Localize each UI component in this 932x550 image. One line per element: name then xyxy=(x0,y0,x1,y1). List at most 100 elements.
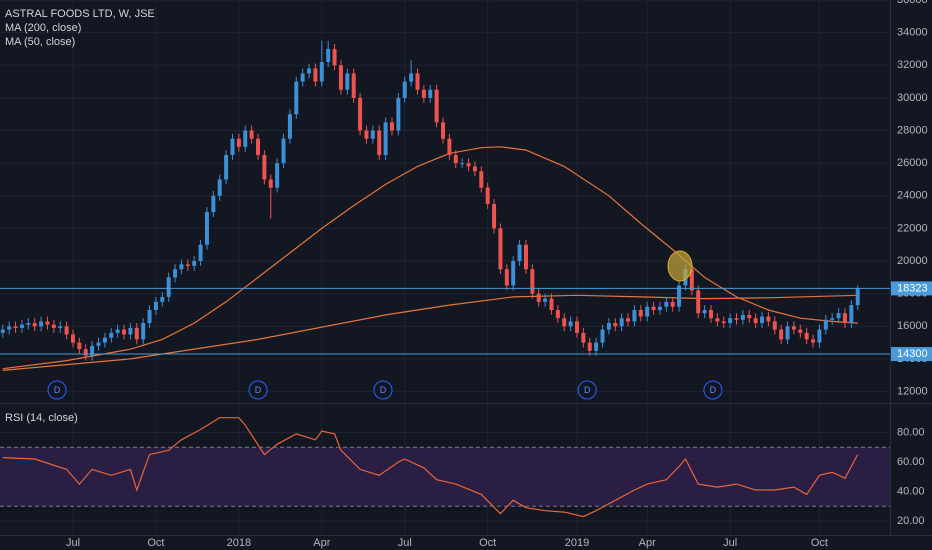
candle-body xyxy=(645,306,650,317)
candle-body xyxy=(224,155,229,180)
candle-body xyxy=(651,306,656,310)
candle-body xyxy=(842,313,847,324)
candle-body xyxy=(122,329,127,335)
y-tick-label: 12000 xyxy=(897,385,928,397)
legend-entry: MA (200, close) xyxy=(5,22,81,34)
candle-body xyxy=(281,138,286,164)
candle-body xyxy=(83,349,88,356)
candle-body xyxy=(32,323,37,327)
candle-body xyxy=(715,318,720,322)
candle-body xyxy=(51,324,56,328)
candle-body xyxy=(204,212,209,245)
dividend-marker xyxy=(47,380,67,400)
candle-body xyxy=(836,313,841,319)
candle-body xyxy=(472,166,477,172)
candle-body xyxy=(230,138,235,155)
candle-body xyxy=(332,48,337,66)
candle-body xyxy=(747,314,752,319)
candle-body xyxy=(428,89,433,98)
candle-body xyxy=(115,329,120,333)
candle-body xyxy=(708,310,713,319)
candle-body xyxy=(504,269,509,286)
candle-body xyxy=(441,122,446,139)
moving-average-line xyxy=(2,294,858,371)
candle-body xyxy=(45,321,50,325)
candle-body xyxy=(275,163,280,188)
x-tick-label: Apr xyxy=(639,537,656,549)
dividend-marker xyxy=(703,380,723,400)
candle-body xyxy=(453,155,458,164)
candle-body xyxy=(211,195,216,213)
candle-body xyxy=(677,285,682,307)
rsi-title: RSI (14, close) xyxy=(5,412,78,424)
candle-body xyxy=(0,329,5,333)
dividend-label: D xyxy=(54,385,61,395)
candle-body xyxy=(760,316,765,324)
candle-body xyxy=(307,68,312,74)
y-tick-label: 36000 xyxy=(897,0,928,6)
candle-body xyxy=(402,81,407,98)
candle-body xyxy=(39,321,44,327)
candle-body xyxy=(638,310,643,317)
candle-body xyxy=(830,318,835,320)
y-tick-label: 30000 xyxy=(897,92,928,104)
candle-body xyxy=(549,298,554,310)
candle-body xyxy=(134,327,139,340)
candle-body xyxy=(753,318,758,324)
candle-body xyxy=(517,244,522,262)
candle-body xyxy=(594,342,599,351)
y-tick-label: 40.00 xyxy=(897,485,925,497)
candle-body xyxy=(102,337,107,343)
dividend-label: D xyxy=(255,385,262,395)
candle-body xyxy=(434,89,439,123)
candle-body xyxy=(689,269,694,291)
dividend-marker xyxy=(373,380,393,400)
candle-body xyxy=(492,203,497,229)
price-label-box xyxy=(891,347,932,362)
candle-body xyxy=(581,332,586,343)
candle-body xyxy=(670,301,675,307)
candle-body xyxy=(740,314,745,320)
candle-body xyxy=(619,318,624,327)
rsi-line xyxy=(2,417,859,518)
candle-body xyxy=(326,48,331,62)
moving-average-line xyxy=(2,146,858,370)
candle-body xyxy=(409,73,414,82)
candle-body xyxy=(849,305,854,324)
candle-body xyxy=(779,329,784,340)
candle-body xyxy=(811,339,816,343)
candle-body xyxy=(421,89,426,98)
chart-title: ASTRAL FOODS LTD, W, JSE xyxy=(5,8,155,20)
candle-body xyxy=(90,345,95,356)
candle-body xyxy=(613,323,618,327)
candle-body xyxy=(173,269,178,278)
candle-body xyxy=(198,244,203,262)
y-tick-label: 20.00 xyxy=(897,515,925,527)
candle-body xyxy=(13,326,18,328)
candle-body xyxy=(351,73,356,98)
candle-body xyxy=(728,318,733,324)
candle-body xyxy=(734,318,739,320)
candle-body xyxy=(345,73,350,90)
candle-body xyxy=(77,342,82,350)
candle-body xyxy=(389,122,394,131)
candle-body xyxy=(179,264,184,270)
y-tick-label: 34000 xyxy=(897,27,928,39)
candle-body xyxy=(772,321,777,330)
candle-body xyxy=(523,244,528,270)
highlight-marker xyxy=(667,250,693,282)
candle-body xyxy=(447,138,452,155)
candle-body xyxy=(166,277,171,297)
candle-body xyxy=(7,326,12,330)
candle-body xyxy=(141,323,146,340)
candle-body xyxy=(562,318,567,327)
candle-body xyxy=(192,261,197,266)
candle-body xyxy=(396,97,401,131)
candle-body xyxy=(185,264,190,266)
x-tick-label: Oct xyxy=(811,537,828,549)
x-tick-label: Oct xyxy=(479,537,496,549)
candle-body xyxy=(568,321,573,327)
candle-body xyxy=(236,138,241,147)
candle-body xyxy=(26,323,31,325)
candle-body xyxy=(358,97,363,131)
